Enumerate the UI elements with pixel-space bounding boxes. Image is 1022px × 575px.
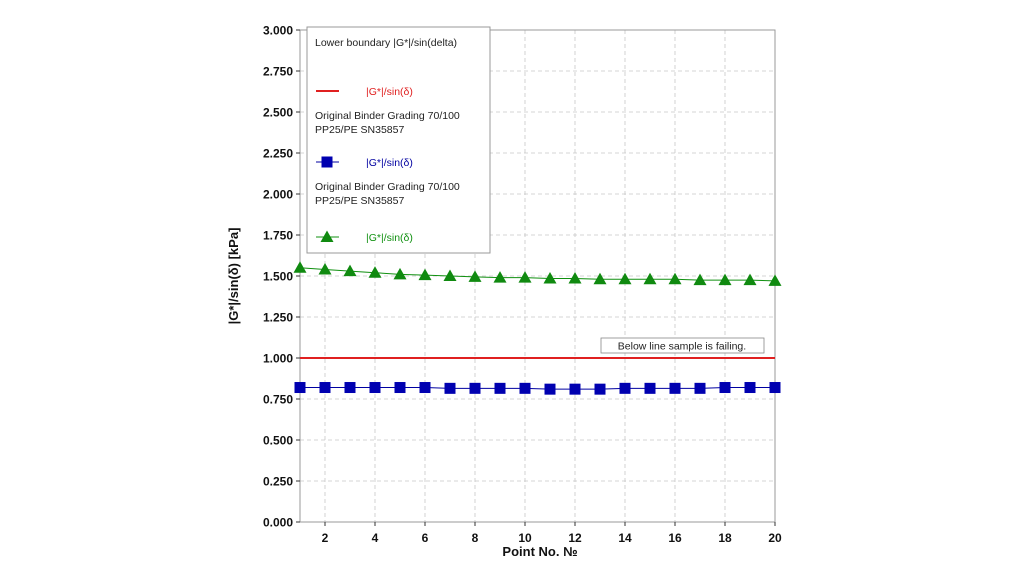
data-point-square bbox=[669, 382, 681, 394]
y-tick-label: 3.000 bbox=[263, 24, 293, 38]
data-point-triangle bbox=[568, 271, 582, 284]
data-point-triangle bbox=[468, 270, 482, 282]
data-point-triangle bbox=[293, 261, 307, 273]
data-point-triangle bbox=[418, 268, 432, 281]
data-point-square bbox=[319, 382, 331, 394]
data-point-triangle bbox=[643, 272, 657, 285]
data-point-triangle bbox=[618, 272, 632, 285]
data-point-square bbox=[619, 382, 631, 394]
data-point-triangle bbox=[493, 271, 507, 283]
data-point-square bbox=[444, 382, 456, 394]
x-tick-label: 12 bbox=[568, 531, 582, 545]
data-point-triangle bbox=[743, 273, 757, 286]
x-tick-label: 20 bbox=[768, 531, 782, 545]
series-line bbox=[299, 267, 776, 282]
x-tick-label: 8 bbox=[472, 531, 479, 545]
data-point-square bbox=[694, 382, 706, 394]
data-point-square bbox=[369, 382, 381, 394]
data-point-square bbox=[519, 382, 531, 394]
data-point-triangle bbox=[518, 271, 532, 283]
y-tick-label: 1.000 bbox=[263, 352, 293, 366]
data-point-square bbox=[644, 382, 656, 394]
x-tick-label: 18 bbox=[718, 531, 732, 545]
data-point-square bbox=[594, 383, 606, 395]
data-point-triangle bbox=[543, 271, 557, 284]
legend-series-label: |G*|/sin(δ) bbox=[366, 232, 413, 244]
data-point-square bbox=[494, 382, 506, 394]
legend-square-marker bbox=[321, 156, 333, 168]
y-tick-label: 1.750 bbox=[263, 229, 293, 243]
data-point-square bbox=[744, 382, 756, 394]
y-tick-label: 2.250 bbox=[263, 147, 293, 161]
x-tick-label: 16 bbox=[668, 531, 682, 545]
data-point-square bbox=[394, 382, 406, 394]
legend-group-title: Original Binder Grading 70/100 PP25/PE S… bbox=[315, 110, 463, 136]
x-tick-label: 10 bbox=[518, 531, 532, 545]
legend-series-label: |G*|/sin(δ) bbox=[366, 86, 413, 98]
data-point-square bbox=[569, 383, 581, 395]
data-point-square bbox=[719, 382, 731, 394]
annotation-text: Below line sample is failing. bbox=[618, 341, 746, 353]
data-point-square bbox=[294, 382, 306, 394]
x-tick-label: 14 bbox=[618, 531, 632, 545]
data-point-triangle bbox=[693, 273, 707, 286]
legend-triangle-marker bbox=[320, 230, 334, 242]
x-tick-label: 4 bbox=[372, 531, 379, 545]
legend-series-label: |G*|/sin(δ) bbox=[366, 157, 413, 169]
data-point-triangle bbox=[368, 266, 382, 278]
x-axis-label: Point No. № bbox=[502, 544, 577, 559]
series-layer bbox=[293, 261, 782, 395]
y-axis-label: |G*|/sin(δ) [kPa] bbox=[226, 228, 241, 325]
legend-group-title: Lower boundary |G*|/sin(delta) bbox=[315, 37, 457, 49]
data-point-square bbox=[769, 382, 781, 394]
annotation-box: Below line sample is failing. bbox=[600, 337, 765, 354]
y-tick-label: 2.750 bbox=[263, 65, 293, 79]
y-tick-label: 0.500 bbox=[263, 434, 293, 448]
y-axis: 0.000 0.250 0.500 0.750 1.000 1.250 1.500 1.750… bbox=[263, 24, 300, 530]
y-tick-label: 2.000 bbox=[263, 188, 293, 202]
data-point-square bbox=[344, 382, 356, 394]
y-tick-label: 0.750 bbox=[263, 393, 293, 407]
data-point-square bbox=[469, 382, 481, 394]
x-axis: 2 4 6 8 10 12 14 16 18 20 bbox=[322, 522, 782, 545]
data-point-triangle bbox=[343, 264, 357, 277]
y-tick-label: 1.250 bbox=[263, 311, 293, 325]
data-point-triangle bbox=[768, 274, 782, 286]
y-tick-label: 0.250 bbox=[263, 475, 293, 489]
data-point-triangle bbox=[443, 269, 457, 281]
data-point-triangle bbox=[668, 272, 682, 285]
x-tick-label: 2 bbox=[322, 531, 329, 545]
data-point-square bbox=[544, 383, 556, 395]
series-triangle-2 bbox=[293, 261, 782, 286]
data-point-triangle bbox=[393, 267, 407, 280]
y-tick-label: 0.000 bbox=[263, 516, 293, 530]
data-point-square bbox=[419, 382, 431, 394]
legend: Lower boundary |G*|/sin(delta) |G*|/sin(… bbox=[306, 26, 491, 254]
legend-box bbox=[306, 26, 491, 254]
data-point-triangle bbox=[318, 262, 332, 275]
series-square-1 bbox=[294, 382, 781, 395]
data-point-triangle bbox=[593, 272, 607, 285]
y-tick-label: 1.500 bbox=[263, 270, 293, 284]
x-tick-label: 6 bbox=[422, 531, 429, 545]
data-point-triangle bbox=[718, 273, 732, 286]
legend-group-title: Original Binder Grading 70/100 PP25/PE S… bbox=[315, 181, 463, 207]
y-tick-label: 2.500 bbox=[263, 106, 293, 120]
